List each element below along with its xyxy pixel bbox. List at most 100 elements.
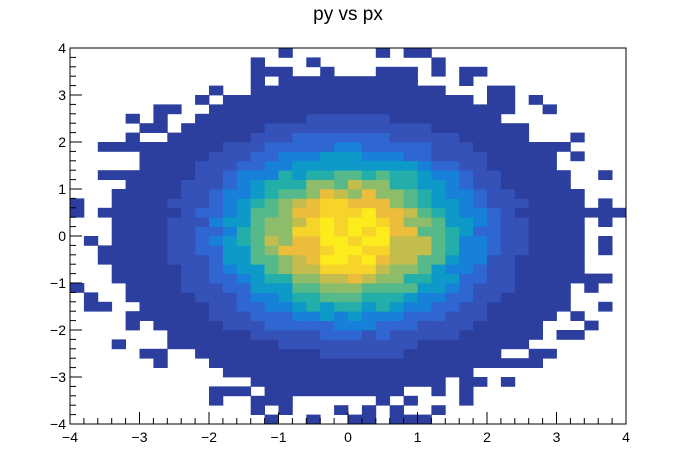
heatmap-cell [528, 217, 543, 227]
heatmap-cell [278, 405, 293, 415]
heatmap-cell [292, 367, 307, 378]
heatmap-cell [334, 113, 349, 124]
heatmap-cell [528, 254, 543, 265]
heatmap-cell [167, 179, 182, 190]
heatmap-cell [361, 358, 377, 368]
heatmap-cell [306, 339, 321, 350]
heatmap-cell [431, 57, 446, 68]
heatmap-cell [278, 386, 293, 397]
heatmap-cell [292, 132, 307, 143]
heatmap-cell [375, 348, 391, 359]
heatmap-cell [389, 414, 404, 425]
heatmap-cell [431, 189, 446, 199]
heatmap-cell [236, 348, 252, 359]
heatmap-cell [375, 170, 391, 180]
heatmap-cell [209, 301, 224, 312]
heatmap-cell [473, 104, 488, 115]
heatmap-cell [528, 236, 543, 246]
heatmap-cell [570, 132, 585, 143]
heatmap-cell [306, 57, 321, 68]
heatmap-cell [403, 358, 418, 368]
heatmap-cell [320, 170, 335, 180]
heatmap-cell [264, 339, 279, 350]
heatmap-cell [403, 151, 418, 162]
heatmap-cell [292, 179, 307, 190]
heatmap-cell [167, 283, 182, 293]
heatmap-cell [292, 330, 307, 340]
heatmap-cell [459, 95, 474, 105]
heatmap-cell [250, 57, 265, 68]
heatmap-cell [375, 160, 391, 171]
heatmap-cell [181, 236, 196, 246]
heatmap-cell [403, 113, 418, 124]
heatmap-cell [487, 330, 502, 340]
x-tick-label: 0 [344, 429, 352, 445]
heatmap-cell [292, 151, 307, 162]
heatmap-cell [250, 189, 265, 199]
heatmap-cell [278, 85, 293, 96]
heatmap-cell [195, 113, 210, 124]
heatmap-cell [417, 254, 432, 265]
heatmap-cell [348, 170, 363, 180]
heatmap-cell [459, 292, 474, 303]
heatmap-cell [167, 207, 182, 218]
heatmap-cell [222, 113, 238, 124]
heatmap-cell [570, 189, 585, 199]
heatmap-cell [278, 123, 293, 133]
heatmap-cell [264, 292, 279, 303]
heatmap-cell [292, 198, 307, 209]
heatmap-cell [222, 236, 238, 246]
heatmap-cell [250, 85, 265, 96]
heatmap-cell [320, 160, 335, 171]
heatmap-cell [153, 245, 168, 256]
heatmap-cell [139, 283, 154, 293]
heatmap-cell [250, 245, 265, 256]
heatmap-cell [487, 254, 502, 265]
heatmap-cell [542, 142, 557, 152]
heatmap-cell [195, 132, 210, 143]
heatmap-cell [487, 236, 502, 246]
heatmap-cell [306, 348, 321, 359]
heatmap-cell [375, 273, 391, 284]
heatmap-cell [292, 189, 307, 199]
heatmap-cell [222, 283, 238, 293]
heatmap-cell [139, 348, 154, 359]
heatmap-cell [570, 264, 585, 274]
heatmap-cell [236, 179, 252, 190]
heatmap-cell [153, 348, 168, 359]
heatmap-cell [167, 264, 182, 274]
heatmap-cell [361, 236, 377, 246]
heatmap-cell [222, 320, 238, 331]
heatmap-cell [153, 113, 168, 124]
heatmap-cell [500, 320, 516, 331]
heatmap-cell [125, 189, 140, 199]
heatmap-cell [528, 273, 543, 284]
heatmap-cell [139, 151, 154, 162]
heatmap-cell [320, 320, 335, 331]
heatmap-cell [348, 377, 363, 387]
heatmap-cell [417, 95, 432, 105]
heatmap-cell [139, 301, 154, 312]
heatmap-cell [556, 301, 571, 312]
heatmap-cell [209, 283, 224, 293]
heatmap-cell [278, 358, 293, 368]
y-tick-label: 0 [58, 228, 66, 244]
heatmap-cell [167, 170, 182, 180]
heatmap-cell [473, 170, 488, 180]
heatmap-cell [473, 123, 488, 133]
heatmap-cell [375, 320, 391, 331]
heatmap-cell [528, 142, 543, 152]
heatmap-cell [195, 320, 210, 331]
heatmap-cell [264, 348, 279, 359]
heatmap-cell [528, 320, 543, 331]
heatmap-cell [417, 264, 432, 274]
heatmap-cell [334, 283, 349, 293]
heatmap-cell [250, 330, 265, 340]
heatmap-cell [264, 330, 279, 340]
heatmap-cell [153, 179, 168, 190]
heatmap-cell [556, 189, 571, 199]
heatmap-cell [598, 207, 613, 218]
heatmap-cell [348, 320, 363, 331]
heatmap-cell [236, 170, 252, 180]
y-tick-label: 3 [58, 87, 66, 103]
